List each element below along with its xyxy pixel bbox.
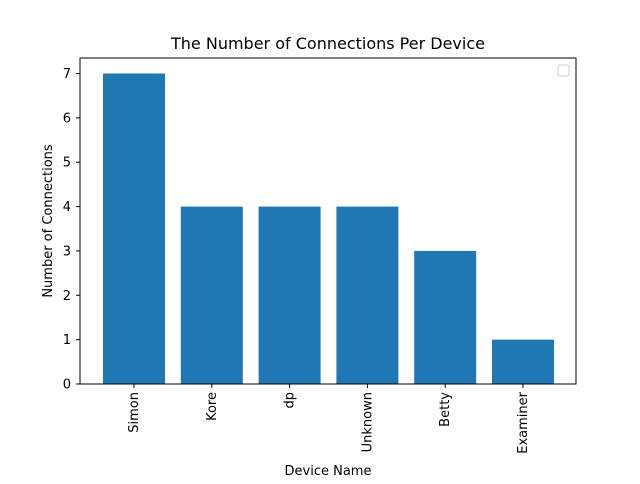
y-axis-ticks: 0 1 2 3 4 5 6 7 (63, 67, 80, 393)
x-axis-label: Device Name (285, 464, 372, 479)
y-tick-label: 1 (63, 333, 71, 348)
bar-kore (180, 206, 243, 384)
x-axis-ticks: Simon Kore dp Unknown Betty Examiner (127, 384, 531, 454)
y-tick-label: 5 (63, 156, 71, 171)
x-tick-label: Simon (127, 392, 142, 433)
y-axis-label: Number of Connections (41, 144, 56, 298)
y-tick-label: 7 (63, 67, 71, 82)
x-tick-label: dp (283, 392, 298, 409)
bar-dp (258, 206, 321, 384)
x-tick-label: Unknown (360, 392, 375, 452)
y-tick-label: 2 (63, 289, 71, 304)
bar-examiner (492, 339, 554, 384)
x-tick-label: Betty (438, 392, 453, 427)
chart-title: The Number of Connections Per Device (170, 34, 485, 53)
bar-unknown (336, 206, 399, 384)
plot-area-frame (79, 57, 577, 385)
y-tick-label: 3 (63, 244, 71, 259)
bar-simon (103, 73, 165, 385)
x-tick-label: Kore (205, 392, 220, 421)
y-tick-label: 0 (63, 378, 71, 393)
legend-box (557, 64, 570, 77)
y-tick-label: 6 (63, 111, 71, 126)
x-tick-label: Examiner (516, 391, 531, 453)
bars-layer (103, 73, 554, 385)
y-tick-label: 4 (63, 200, 71, 215)
bar-betty (414, 250, 477, 384)
